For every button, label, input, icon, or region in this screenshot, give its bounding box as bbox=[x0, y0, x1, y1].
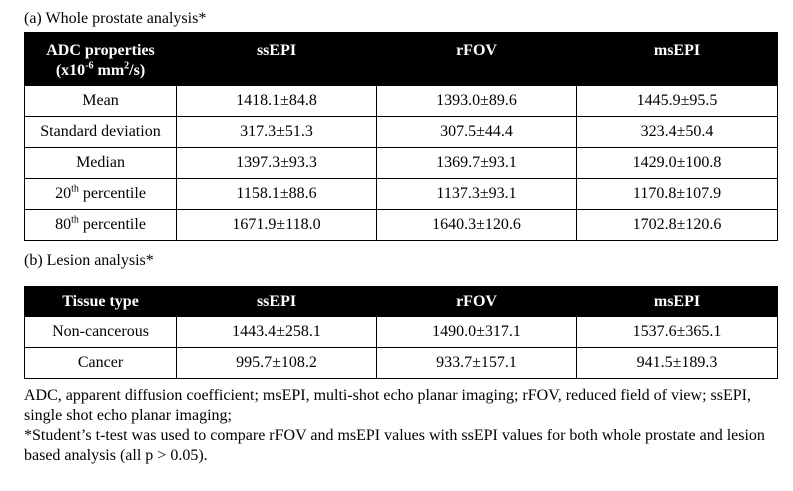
caption-whole-prostate: (a) Whole prostate analysis* bbox=[24, 10, 207, 27]
cell-rfov: 1137.3±93.1 bbox=[376, 178, 577, 210]
cell-ssepi: 317.3±51.3 bbox=[176, 116, 377, 148]
cell-ssepi: 1397.3±93.3 bbox=[176, 147, 377, 179]
row-label: Mean bbox=[24, 85, 177, 117]
cell-msepi: 323.4±50.4 bbox=[576, 116, 778, 148]
cell-rfov: 1369.7±93.1 bbox=[376, 147, 577, 179]
row-label: Standard deviation bbox=[24, 116, 177, 148]
header-msepi: msEPI bbox=[576, 32, 778, 86]
cell-msepi: 941.5±189.3 bbox=[576, 347, 778, 379]
cell-msepi: 1429.0±100.8 bbox=[576, 147, 778, 179]
header-rfov: rFOV bbox=[376, 32, 577, 86]
table-header-row: Tissue type ssEPI rFOV msEPI bbox=[24, 286, 778, 317]
row-label: Non-cancerous bbox=[24, 316, 177, 348]
table-row: Standard deviation 317.3±51.3 307.5±44.4… bbox=[24, 116, 778, 148]
table-footnotes: ADC, apparent diffusion coefficient; msE… bbox=[24, 386, 784, 466]
table-row: Mean 1418.1±84.8 1393.0±89.6 1445.9±95.5 bbox=[24, 85, 778, 117]
cell-msepi: 1702.8±120.6 bbox=[576, 209, 778, 241]
cell-rfov: 1393.0±89.6 bbox=[376, 85, 577, 117]
row-label: 80th percentile bbox=[24, 209, 177, 241]
table-row: Cancer 995.7±108.2 933.7±157.1 941.5±189… bbox=[24, 347, 778, 379]
table-row: Non-cancerous 1443.4±258.1 1490.0±317.1 … bbox=[24, 316, 778, 348]
cell-ssepi: 1158.1±88.6 bbox=[176, 178, 377, 210]
cell-rfov: 1640.3±120.6 bbox=[376, 209, 577, 241]
header-msepi: msEPI bbox=[576, 286, 778, 317]
row-label: 20th percentile bbox=[24, 178, 177, 210]
cell-rfov: 307.5±44.4 bbox=[376, 116, 577, 148]
header-ssepi: ssEPI bbox=[176, 32, 377, 86]
abbreviation-note: ADC, apparent diffusion coefficient; msE… bbox=[24, 387, 751, 424]
cell-rfov: 933.7±157.1 bbox=[376, 347, 577, 379]
cell-msepi: 1445.9±95.5 bbox=[576, 85, 778, 117]
cell-msepi: 1537.6±365.1 bbox=[576, 316, 778, 348]
cell-rfov: 1490.0±317.1 bbox=[376, 316, 577, 348]
lesion-table: Tissue type ssEPI rFOV msEPI Non-cancero… bbox=[24, 286, 778, 379]
cell-ssepi: 1443.4±258.1 bbox=[176, 316, 377, 348]
header-adc-properties: ADC properties (x10-6 mm2/s) bbox=[24, 32, 177, 86]
caption-lesion: (b) Lesion analysis* bbox=[24, 252, 154, 269]
table-header-row: ADC properties (x10-6 mm2/s) ssEPI rFOV … bbox=[24, 32, 778, 86]
cell-ssepi: 995.7±108.2 bbox=[176, 347, 377, 379]
header-rfov: rFOV bbox=[376, 286, 577, 317]
table-row: 20th percentile 1158.1±88.6 1137.3±93.1 … bbox=[24, 178, 778, 210]
table-row: Median 1397.3±93.3 1369.7±93.1 1429.0±10… bbox=[24, 147, 778, 179]
cell-ssepi: 1418.1±84.8 bbox=[176, 85, 377, 117]
cell-ssepi: 1671.9±118.0 bbox=[176, 209, 377, 241]
cell-msepi: 1170.8±107.9 bbox=[576, 178, 778, 210]
header-adc-units: (x10-6 mm2/s) bbox=[55, 60, 146, 79]
statistics-note: *Student’s t-test was used to compare rF… bbox=[24, 427, 765, 464]
table-row: 80th percentile 1671.9±118.0 1640.3±120.… bbox=[24, 209, 778, 241]
whole-prostate-table: ADC properties (x10-6 mm2/s) ssEPI rFOV … bbox=[24, 32, 778, 241]
header-ssepi: ssEPI bbox=[176, 286, 377, 317]
row-label: Median bbox=[24, 147, 177, 179]
header-adc-line1: ADC properties bbox=[46, 42, 155, 59]
row-label: Cancer bbox=[24, 347, 177, 379]
header-tissue-type: Tissue type bbox=[24, 286, 177, 317]
